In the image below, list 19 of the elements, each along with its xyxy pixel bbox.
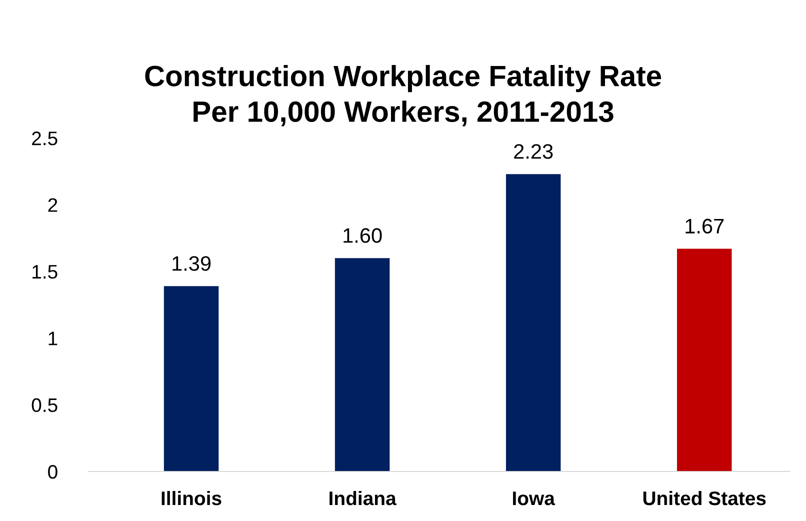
x-tick-label: Indiana	[330, 490, 396, 506]
y-tick-label: 1.5	[32, 265, 58, 279]
y-tick-label: 1	[48, 332, 58, 346]
y-tick-label: 0	[48, 464, 58, 479]
y-tick-label: 2	[48, 198, 58, 212]
bar	[164, 286, 219, 472]
bar	[334, 258, 390, 472]
chart-title: Construction Workplace Fatality Rate Per 10,000 Workers, 2011-2013	[145, 64, 662, 126]
data-label: 1.67	[686, 218, 724, 234]
x-tick-label: Iowa	[513, 492, 556, 506]
bar	[677, 248, 732, 472]
x-tick-label: United States	[643, 490, 766, 506]
x-tick-label: Illinois	[162, 490, 222, 506]
bar	[506, 174, 561, 472]
data-label: 1.39	[172, 256, 211, 271]
data-label: 1.60	[344, 228, 382, 243]
y-tick-label: 0.5	[32, 398, 58, 412]
data-label: 2.23	[514, 144, 553, 159]
y-tick-label: 2.5	[32, 132, 58, 146]
